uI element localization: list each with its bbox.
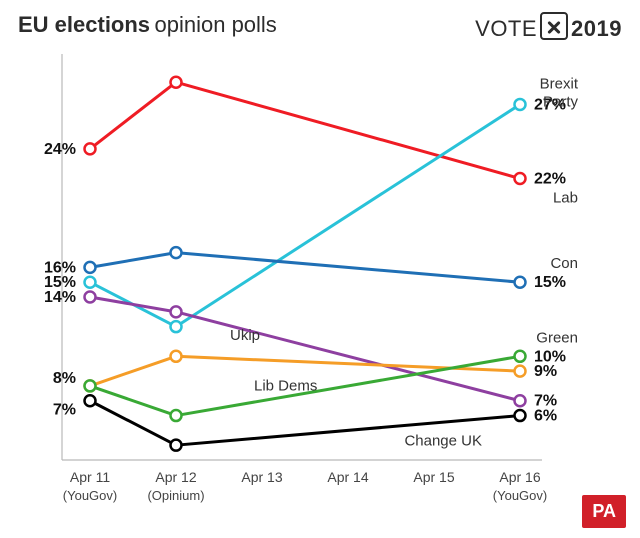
series-marker bbox=[85, 143, 96, 154]
end-value-label: 15% bbox=[534, 274, 566, 291]
series-marker bbox=[171, 321, 182, 332]
series-marker bbox=[515, 173, 526, 184]
series-marker bbox=[515, 366, 526, 377]
end-value-label: 6% bbox=[534, 408, 557, 425]
series-line-brexit-party bbox=[90, 104, 520, 326]
series-marker bbox=[85, 277, 96, 288]
series-marker bbox=[515, 351, 526, 362]
series-marker bbox=[171, 77, 182, 88]
series-name-label: Change UK bbox=[404, 433, 482, 450]
series-marker bbox=[171, 410, 182, 421]
series-marker bbox=[515, 99, 526, 110]
end-value-label: 22% bbox=[534, 171, 566, 188]
end-value-label: 10% bbox=[534, 348, 566, 365]
x-tick-label: Apr 13 bbox=[241, 469, 282, 485]
x-tick-label: Apr 14 bbox=[327, 469, 368, 485]
start-value-label: 7% bbox=[53, 402, 76, 419]
x-tick-label: Apr 12 bbox=[155, 469, 196, 485]
series-marker bbox=[171, 440, 182, 451]
x-tick-sublabel: (YouGov) bbox=[63, 488, 117, 503]
end-value-label: 9% bbox=[534, 363, 557, 380]
series-marker bbox=[515, 410, 526, 421]
series-name-label: Ukip bbox=[230, 327, 260, 344]
series-name-label: Lab bbox=[553, 190, 578, 207]
series-marker bbox=[171, 351, 182, 362]
start-value-label: 8% bbox=[53, 370, 76, 387]
x-tick-label: Apr 15 bbox=[413, 469, 454, 485]
series-marker bbox=[85, 395, 96, 406]
start-value-label: 24% bbox=[44, 141, 76, 158]
series-marker bbox=[171, 247, 182, 258]
series-name-label: Con bbox=[550, 255, 578, 272]
start-value-label: 16% bbox=[44, 259, 76, 276]
series-line-labour bbox=[90, 82, 520, 178]
series-name-label: Brexit bbox=[540, 75, 579, 92]
series-marker bbox=[515, 395, 526, 406]
series-marker bbox=[85, 292, 96, 303]
series-name-label: Lib Dems bbox=[254, 377, 317, 394]
series-marker bbox=[85, 262, 96, 273]
x-tick-sublabel: (YouGov) bbox=[493, 488, 547, 503]
x-tick-label: Apr 16 bbox=[499, 469, 540, 485]
series-marker bbox=[85, 380, 96, 391]
x-tick-label: Apr 11 bbox=[70, 469, 110, 485]
start-value-label: 14% bbox=[44, 289, 76, 306]
series-name-label: Party bbox=[543, 93, 579, 110]
x-tick-sublabel: (Opinium) bbox=[147, 488, 204, 503]
series-line-conservative bbox=[90, 253, 520, 283]
series-name-label: Green bbox=[536, 329, 578, 346]
pa-logo: PA bbox=[582, 495, 626, 528]
series-marker bbox=[515, 277, 526, 288]
line-chart: Apr 11 (YouGov) Apr 12 (Opinium) Apr 13 Apr 1… bbox=[0, 0, 640, 538]
series-marker bbox=[171, 306, 182, 317]
